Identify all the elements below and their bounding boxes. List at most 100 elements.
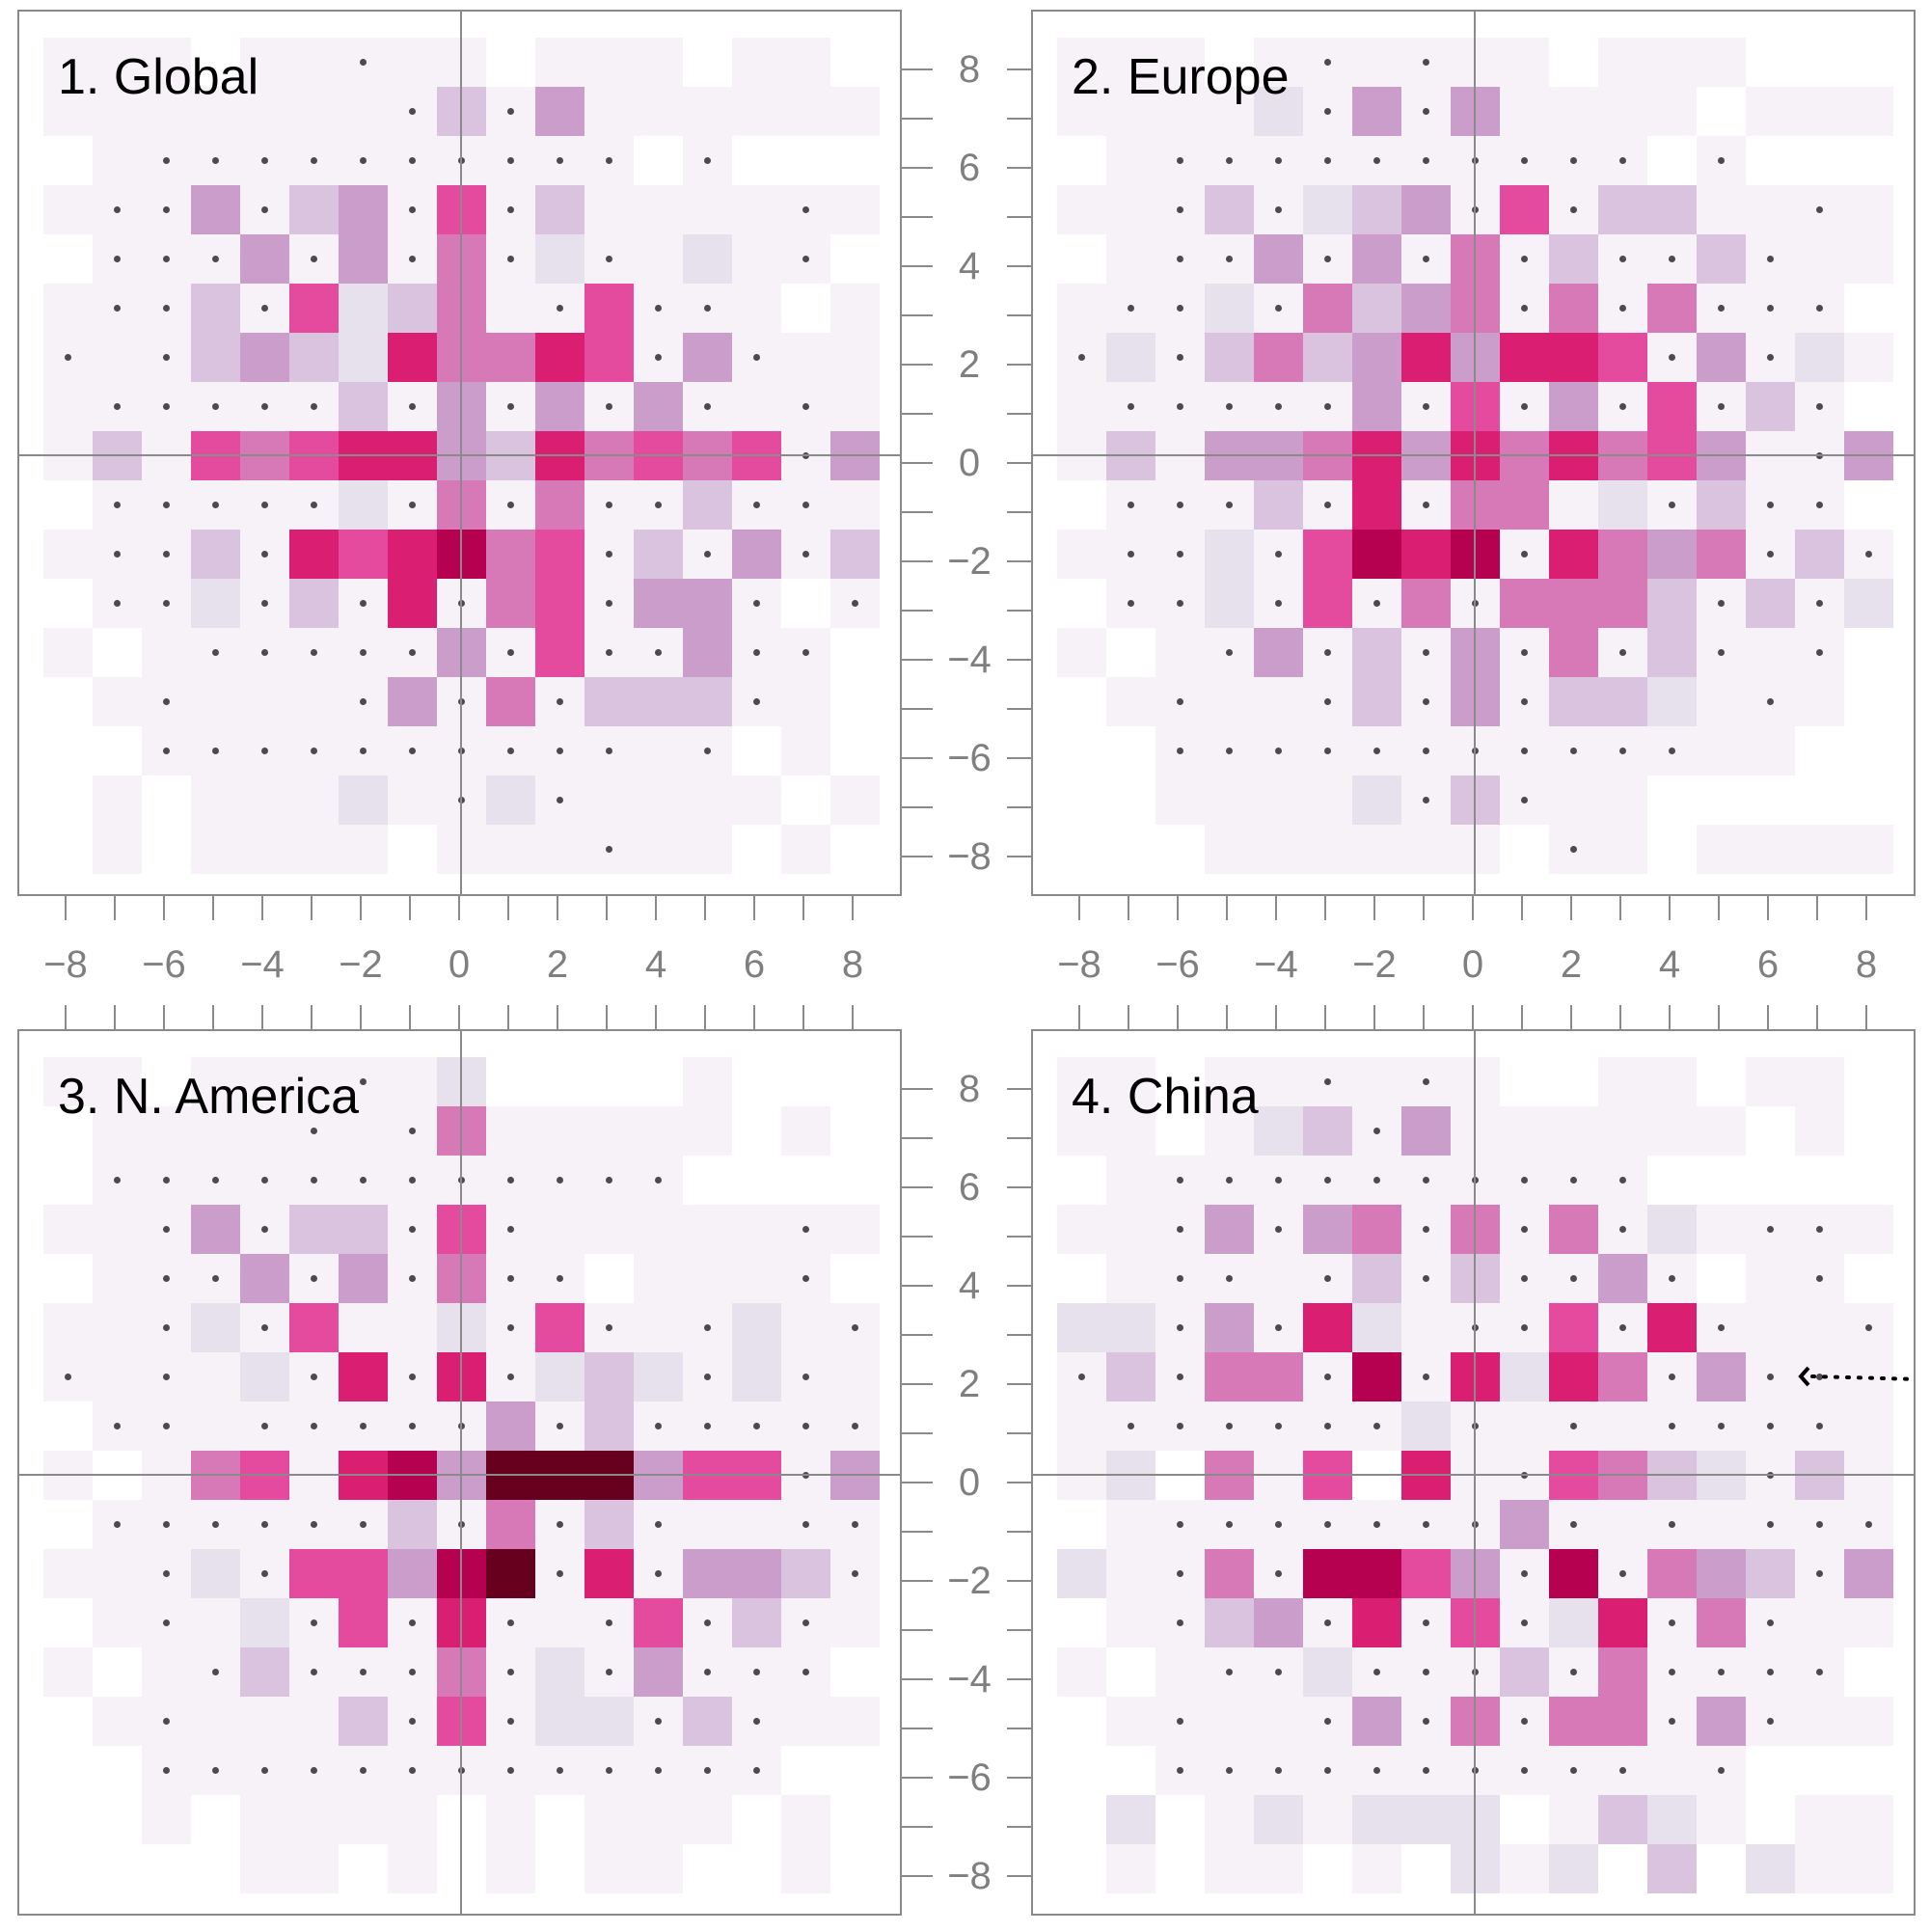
dot-marker <box>1520 1717 1528 1725</box>
heatmap-cell <box>485 578 535 628</box>
dot-marker <box>1323 402 1331 410</box>
dot-marker <box>506 156 514 164</box>
heatmap-cell <box>780 1302 830 1352</box>
heatmap-cell <box>1400 529 1451 579</box>
y-tick-right <box>1007 1137 1033 1139</box>
dot-marker <box>1422 501 1429 508</box>
dot-marker <box>1520 697 1528 705</box>
dot-marker <box>1274 1520 1282 1528</box>
heatmap-cell <box>1794 1597 1844 1647</box>
heatmap-cell <box>1105 1548 1155 1598</box>
heatmap-cell <box>1204 1696 1254 1746</box>
y-tick-left <box>902 856 933 857</box>
y-tick-label: 0 <box>958 442 981 484</box>
x-tick-bottom <box>261 1005 263 1029</box>
dot-marker <box>162 747 170 754</box>
heatmap-cell <box>1105 676 1155 726</box>
heatmap-cell <box>1351 1843 1401 1893</box>
dot-marker <box>605 845 612 853</box>
y-tick-right <box>1007 1432 1033 1434</box>
heatmap-cell <box>1597 37 1647 87</box>
heatmap-cell <box>633 1794 683 1844</box>
dot-marker <box>605 255 612 262</box>
heatmap-panel-2: 2. Europe <box>1031 10 1916 896</box>
heatmap-cell <box>1597 1351 1647 1401</box>
heatmap-cell <box>1302 1646 1352 1697</box>
y-tick-right <box>1007 560 1033 562</box>
heatmap-cell <box>1351 332 1401 382</box>
heatmap-cell <box>731 775 781 825</box>
heatmap-cell <box>1646 1204 1697 1254</box>
dot-marker <box>408 648 416 656</box>
dot-marker <box>1864 1520 1872 1528</box>
heatmap-cell <box>1597 332 1647 382</box>
heatmap-cell <box>1204 578 1254 628</box>
x-tick-bottom <box>1669 1005 1671 1029</box>
heatmap-cell <box>584 1401 634 1451</box>
heatmap-cell <box>239 37 289 87</box>
x-tick-top <box>753 896 755 920</box>
x-tick-top <box>261 896 263 920</box>
dot-marker <box>162 550 170 558</box>
dot-marker <box>1668 1668 1675 1675</box>
heatmap-cell <box>731 1548 781 1598</box>
heatmap-cell <box>780 1105 830 1156</box>
y-tick-right <box>1007 265 1033 267</box>
heatmap-cell <box>1646 1056 1697 1106</box>
heatmap-cell <box>239 1646 289 1697</box>
dot-marker <box>1864 550 1872 558</box>
heatmap-cell <box>1696 1794 1746 1844</box>
dot-marker <box>1176 747 1183 754</box>
dot-marker <box>654 1569 662 1577</box>
heatmap-cell <box>780 1548 830 1598</box>
heatmap-cell <box>1253 37 1303 87</box>
heatmap-cell <box>633 86 683 136</box>
heatmap-cell <box>190 578 240 628</box>
dot-marker <box>260 205 268 213</box>
dotted-arrow-icon <box>1798 1366 1914 1387</box>
heatmap-cell <box>1351 529 1401 579</box>
heatmap-cell <box>1302 184 1352 234</box>
dot-marker <box>113 1176 121 1184</box>
y-tick-label: −6 <box>947 1756 992 1799</box>
heatmap-cell <box>1548 627 1598 677</box>
heatmap-cell <box>1253 627 1303 677</box>
heatmap-cell <box>584 1204 634 1254</box>
heatmap-cell <box>1253 676 1303 726</box>
dot-marker <box>1225 1520 1233 1528</box>
heatmap-cell <box>1253 1105 1303 1156</box>
heatmap-cell <box>42 184 93 234</box>
heatmap-cell <box>1696 1696 1746 1746</box>
x-tick-bottom <box>1177 1005 1179 1029</box>
x-tick-bottom <box>1324 1005 1326 1029</box>
heatmap-cell <box>534 529 584 579</box>
dot-marker <box>408 402 416 410</box>
heatmap-cell <box>1794 676 1844 726</box>
dot-marker <box>1077 353 1085 361</box>
y-tick-right <box>1007 757 1033 759</box>
heatmap-cell <box>1696 1548 1746 1598</box>
dot-marker <box>654 1422 662 1429</box>
dot-marker <box>851 1569 858 1577</box>
heatmap-cell <box>1499 86 1549 136</box>
x-tick-top <box>1275 896 1277 920</box>
y-tick-right <box>1007 314 1033 316</box>
heatmap-cell <box>1696 1105 1746 1156</box>
heatmap-cell <box>1843 1597 1893 1647</box>
dot-marker <box>1422 747 1429 754</box>
dot-marker <box>1373 156 1380 164</box>
y-tick-right <box>1007 364 1033 366</box>
heatmap-cell <box>387 1843 437 1893</box>
dot-marker <box>1766 353 1774 361</box>
heatmap-cell <box>485 1105 535 1156</box>
dot-marker <box>359 1520 367 1528</box>
x-tick-label: 0 <box>1461 943 1484 986</box>
dot-marker <box>1569 1422 1577 1429</box>
heatmap-cell <box>1597 86 1647 136</box>
heatmap-cell <box>1696 725 1746 776</box>
dot-marker <box>260 1323 268 1331</box>
dot-marker <box>310 402 317 410</box>
dot-marker <box>605 648 612 656</box>
dot-marker <box>1176 304 1183 312</box>
heatmap-cell <box>1155 86 1205 136</box>
